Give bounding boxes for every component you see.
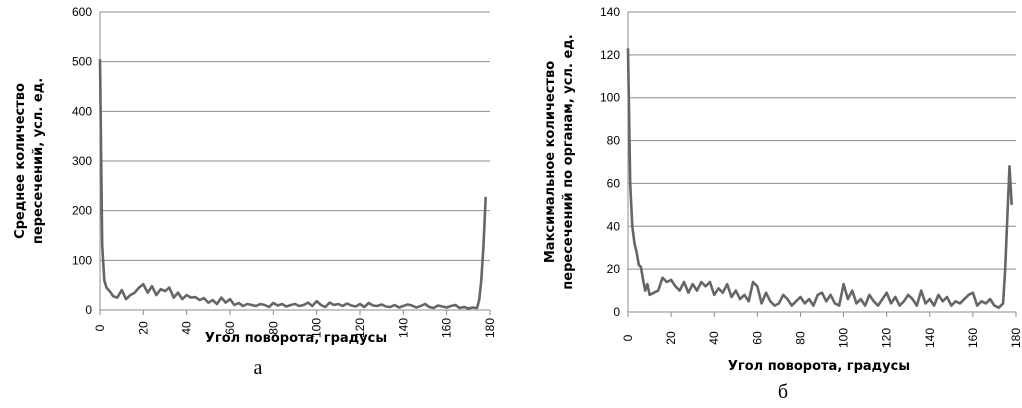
x-tick-label: 100 [837,328,851,348]
y-tick-label: 600 [72,5,92,19]
y-tick-label: 20 [607,262,621,276]
x-tick-label: 0 [93,324,107,331]
y-tick-label: 0 [85,303,92,317]
x-tick-label: 40 [180,321,194,335]
y-tick-label: 80 [607,134,621,148]
x-tick-label: 180 [483,318,497,338]
panel-caption: а [254,357,263,379]
x-tick-label: 120 [353,318,367,338]
x-axis-label: Угол поворота, градусы [728,359,910,374]
x-tick-label: 80 [793,331,807,345]
x-tick-label: 0 [621,334,635,341]
chart-b: 0 20 40 60 80 100 120 140 0 20 40 60 80 100 120 140 160 1… [543,5,1022,403]
y-tick-label: 120 [600,48,620,62]
x-tick-label: 160 [966,328,980,348]
y-tick-label: 60 [607,176,621,190]
y-axis-label: Среднее количество [13,83,28,239]
y-axis-label: пересечений, усл. ед. [31,78,46,244]
y-tick-label: 40 [607,219,621,233]
y-tick-label: 140 [600,5,620,19]
x-tick-label: 40 [707,331,721,345]
x-tick-label: 180 [1009,328,1022,348]
series-line [626,48,1013,309]
x-tick-label: 60 [750,331,764,345]
y-tick-label: 100 [72,253,92,267]
x-tick-label: 140 [923,328,937,348]
x-axis-label: Угол поворота, градусы [205,331,387,346]
x-tick-label: 160 [440,318,454,338]
y-axis-label: Максимальное количество [543,61,558,263]
y-tick-label: 400 [72,104,92,118]
y-tick-label: 100 [600,91,620,105]
x-tick-label: 20 [664,331,678,345]
chart-a: 0 100 200 300 400 500 600 0 20 40 60 80 100 120 140 160… [13,5,497,379]
x-tick-label: 100 [310,318,324,338]
x-tick-label: 60 [223,321,237,335]
panel-caption: б [778,381,788,403]
y-tick-label: 200 [72,204,92,218]
x-tick-label: 140 [396,318,410,338]
x-tick-label: 80 [266,321,280,335]
y-tick-label: 0 [613,305,620,319]
x-tick-label: 120 [880,328,894,348]
y-tick-label: 300 [72,154,92,168]
series-line [98,59,487,310]
y-tick-label: 500 [72,55,92,69]
x-tick-label: 20 [136,321,150,335]
y-axis-label: пересечений по органам, усл. ед. [561,34,576,289]
